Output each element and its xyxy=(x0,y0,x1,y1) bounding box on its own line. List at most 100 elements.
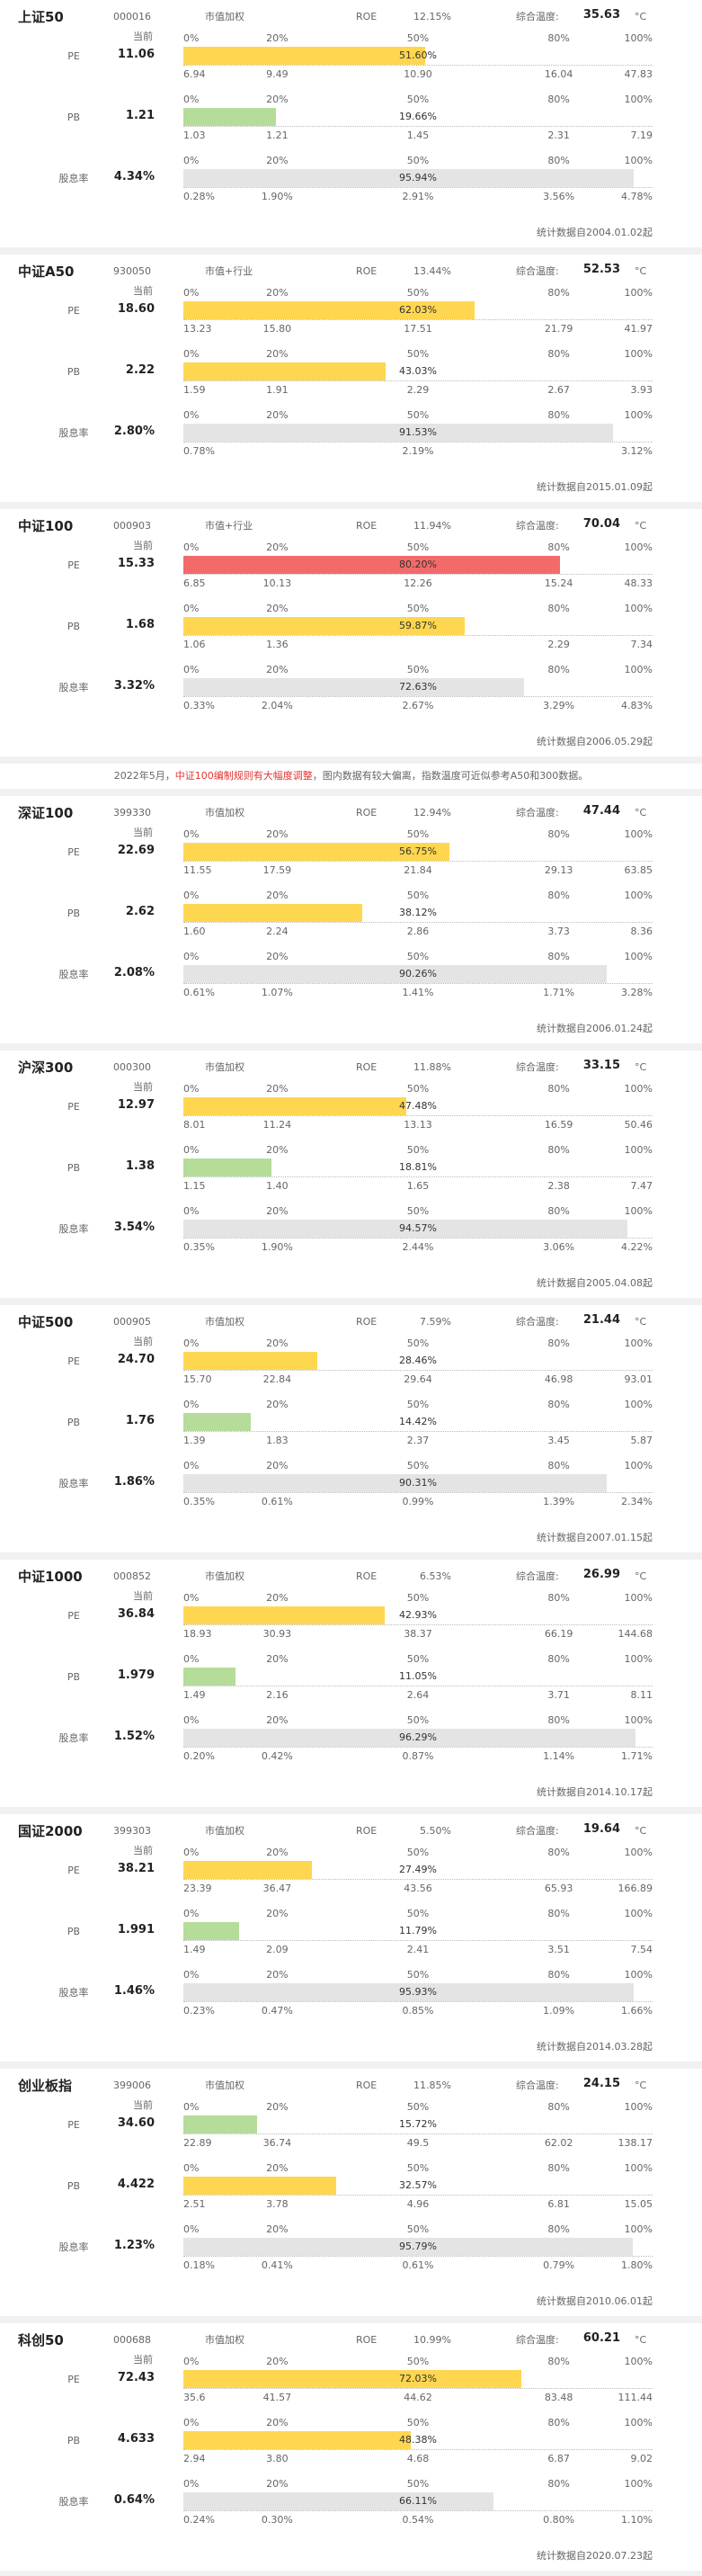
bar-track xyxy=(183,904,653,923)
quantile-value: 38.37 xyxy=(404,1628,432,1640)
quantile-value: 2.31 xyxy=(547,130,570,141)
index-name: 上证50 xyxy=(18,9,64,25)
roe-label: ROE xyxy=(356,1061,378,1073)
percentile-label: 95.94% xyxy=(399,172,437,183)
scale-label: 0% xyxy=(183,1460,200,1471)
quantile-value: 3.12% xyxy=(621,445,653,457)
temperature-value: 21.44 xyxy=(582,1313,620,1327)
scale-label: 20% xyxy=(266,1337,289,1349)
scale-label: 80% xyxy=(547,2162,570,2174)
scale-label: 80% xyxy=(547,664,570,675)
current-value: 72.43 xyxy=(117,2371,155,2384)
scale-label: 0% xyxy=(183,890,200,901)
scale-label: 100% xyxy=(624,1908,653,1919)
temperature-label: 综合温度: xyxy=(516,807,559,818)
percentile-label: 42.93% xyxy=(399,1609,437,1621)
roe-value: 13.44% xyxy=(413,265,451,277)
scale-label: 20% xyxy=(266,2101,289,2113)
quantile-value: 1.39 xyxy=(183,1435,206,1446)
scale-label: 100% xyxy=(624,951,653,962)
quantile-value: 3.71 xyxy=(547,1689,570,1701)
notice-highlight: 中证100编制规则有大幅度调整 xyxy=(174,770,313,782)
quantile-value: 1.90% xyxy=(261,1241,293,1253)
scale-label: 0% xyxy=(183,1144,200,1156)
temperature-unit: °C xyxy=(635,807,647,818)
scale-label: 20% xyxy=(266,890,289,901)
weighting: 市值加权 xyxy=(205,2080,244,2091)
percentile-bar xyxy=(183,2431,411,2449)
scale-label: 20% xyxy=(266,1205,289,1217)
index-name: 科创50 xyxy=(18,2332,64,2348)
index-card: 中证500 000905 市值加权 ROE 7.59% 综合温度: 21.44 °C 当前 PE 2… xyxy=(0,1305,702,1552)
scale-label: 80% xyxy=(547,1969,570,1981)
percentile-label: 95.93% xyxy=(399,1986,437,1998)
percentile-bar xyxy=(183,1729,635,1747)
scale-label: 20% xyxy=(266,1908,289,1919)
quantile-value: 41.97 xyxy=(624,323,653,335)
index-code: 000688 xyxy=(113,2334,151,2346)
percentile-bar xyxy=(183,1158,272,1176)
weighting: 市值加权 xyxy=(205,1061,244,1073)
index-name: 国证2000 xyxy=(18,1823,83,1839)
quantile-value: 8.36 xyxy=(630,926,653,937)
scale-label: 100% xyxy=(624,1460,653,1471)
metric-label: 股息率 xyxy=(58,969,89,980)
temperature-unit: °C xyxy=(635,1061,647,1073)
scale-label: 0% xyxy=(183,2478,200,2490)
scale-label: 50% xyxy=(406,951,430,962)
bar-track xyxy=(183,2492,653,2511)
quantile-value: 3.29% xyxy=(543,700,575,711)
scale-label: 0% xyxy=(183,348,200,360)
quantile-value: 1.40 xyxy=(266,1180,289,1192)
percentile-label: 72.03% xyxy=(399,2373,437,2384)
scale-label: 100% xyxy=(624,1969,653,1981)
current-value: 1.86% xyxy=(113,1475,155,1489)
temperature-unit: °C xyxy=(635,11,647,22)
percentile-label: 90.31% xyxy=(399,1477,437,1489)
scale-label: 20% xyxy=(266,951,289,962)
footnote: 统计数据自2005.04.08起 xyxy=(537,1277,653,1289)
roe-label: ROE xyxy=(356,1570,378,1582)
percentile-label: 43.03% xyxy=(399,365,437,377)
bar-track xyxy=(183,169,653,188)
scale-label: 0% xyxy=(183,2101,200,2113)
scale-label: 100% xyxy=(624,32,653,44)
scale-label: 0% xyxy=(183,2356,200,2367)
quantile-value: 17.59 xyxy=(262,864,292,876)
percentile-label: 15.72% xyxy=(399,2118,437,2130)
scale-label: 20% xyxy=(266,664,289,675)
scale-label: 80% xyxy=(547,1460,570,1471)
temperature-unit: °C xyxy=(635,2080,647,2091)
percentile-label: 59.87% xyxy=(399,620,437,631)
current-value: 2.22 xyxy=(125,363,155,377)
quantile-value: 111.44 xyxy=(618,2392,653,2403)
weighting: 市值加权 xyxy=(205,1570,244,1582)
scale-label: 80% xyxy=(547,1592,570,1604)
percentile-bar xyxy=(183,678,525,696)
scale-label: 20% xyxy=(266,1592,289,1604)
current-value: 22.69 xyxy=(117,844,155,857)
quantile-value: 35.6 xyxy=(183,2392,206,2403)
quantile-value: 0.61% xyxy=(183,987,215,998)
quantile-value: 8.11 xyxy=(630,1689,653,1701)
percentile-bar xyxy=(183,2370,521,2388)
scale-label: 100% xyxy=(624,287,653,299)
scale-label: 0% xyxy=(183,1714,200,1726)
index-card: 沪深300 000300 市值加权 ROE 11.88% 综合温度: 33.15 °C 当前 PE… xyxy=(0,1051,702,1298)
index-code: 399006 xyxy=(113,2080,151,2091)
quantile-value: 1.65 xyxy=(406,1180,430,1192)
scale-label: 80% xyxy=(547,828,570,840)
footnote: 统计数据自2020.07.23起 xyxy=(537,2550,653,2562)
scale-label: 80% xyxy=(547,1908,570,1919)
quantile-value: 0.99% xyxy=(402,1496,434,1507)
quantile-value: 0.47% xyxy=(261,2005,293,2017)
scale-label: 0% xyxy=(183,1337,200,1349)
temperature-unit: °C xyxy=(635,1570,647,1582)
quantile-value: 0.23% xyxy=(183,2005,215,2017)
bar-track xyxy=(183,617,653,636)
metric-label: PE xyxy=(67,1355,80,1367)
weighting: 市值加权 xyxy=(205,1316,244,1328)
quantile-value: 6.94 xyxy=(183,68,206,80)
quantile-value: 16.04 xyxy=(544,68,573,80)
notice-text: 2022年5月， xyxy=(113,770,175,782)
